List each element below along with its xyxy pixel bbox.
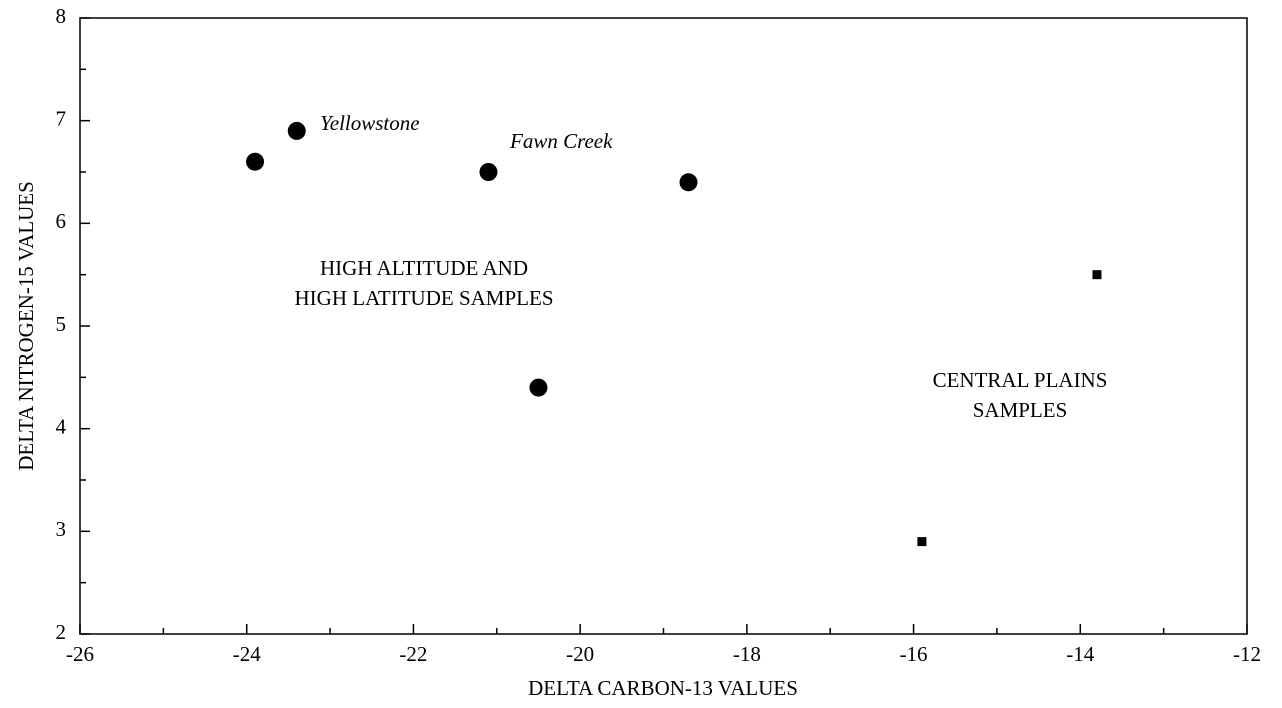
x-tick-label: -22 — [399, 642, 427, 666]
annotation: Fawn Creek — [509, 129, 613, 153]
x-axis-label: DELTA CARBON-13 VALUES — [528, 676, 798, 700]
x-tick-label: -26 — [66, 642, 94, 666]
square-point — [917, 537, 927, 547]
plot-frame — [79, 17, 1248, 635]
annotation: HIGH ALTITUDE AND — [320, 256, 528, 280]
y-tick-label: 7 — [56, 106, 67, 130]
x-tick-label: -14 — [1066, 642, 1094, 666]
x-tick-label: -12 — [1233, 642, 1261, 666]
y-axis-label: DELTA NITROGEN-15 VALUES — [14, 181, 38, 471]
circle-point — [246, 152, 265, 171]
circle-point — [529, 378, 548, 397]
y-tick-label: 8 — [56, 4, 67, 28]
circle-point — [679, 173, 698, 192]
x-tick-label: -20 — [566, 642, 594, 666]
circle-point — [479, 163, 498, 181]
circle-point — [287, 121, 306, 140]
y-tick-label: 3 — [56, 517, 67, 541]
y-tick-label: 6 — [56, 209, 67, 233]
x-tick-label: -16 — [900, 642, 928, 666]
x-tick-label: -18 — [733, 642, 761, 666]
annotation: CENTRAL PLAINS — [933, 368, 1108, 392]
annotation: SAMPLES — [973, 398, 1068, 422]
annotation: HIGH LATITUDE SAMPLES — [295, 286, 554, 310]
y-tick-label: 2 — [56, 620, 67, 644]
y-tick-label: 5 — [56, 312, 67, 336]
annotation: Yellowstone — [320, 111, 420, 135]
y-tick-label: 4 — [56, 414, 67, 438]
x-tick-label: -24 — [233, 642, 261, 666]
square-point — [1092, 270, 1102, 280]
